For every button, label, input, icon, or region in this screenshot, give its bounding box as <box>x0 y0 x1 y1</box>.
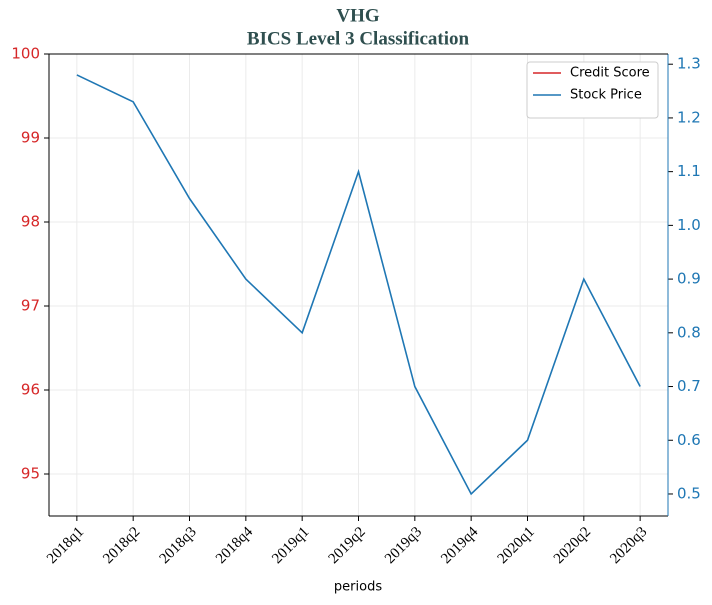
y-tick-label: 96 <box>21 381 40 399</box>
y2-tick-label: 1.3 <box>677 55 701 73</box>
x-tick-label: 2019q1 <box>269 524 312 567</box>
x-tick-label: 2018q1 <box>44 524 87 567</box>
x-tick-label: 2019q3 <box>382 524 425 567</box>
y-tick-label: 99 <box>21 129 40 147</box>
legend-box <box>526 61 659 119</box>
y2-tick-label: 0.6 <box>677 431 701 449</box>
y2-tick-label: 0.7 <box>677 377 701 395</box>
x-tick-label: 2020q1 <box>495 524 538 567</box>
x-tick-label: 2018q3 <box>157 524 200 567</box>
y2-tick-label: 0.5 <box>677 484 701 502</box>
y2-tick-label: 0.8 <box>677 323 701 341</box>
y-tick-label: 98 <box>21 213 40 231</box>
legend-label: Stock Price <box>570 88 642 103</box>
x-tick-label: 2020q3 <box>607 524 650 567</box>
x-tick-label: 2018q2 <box>100 524 143 567</box>
series-line <box>76 74 641 496</box>
chart-title: VHG <box>336 5 380 26</box>
legend-label: Credit Score <box>570 66 650 81</box>
y2-tick-label: 1.2 <box>677 108 701 126</box>
x-axis-label: periods <box>334 580 382 595</box>
y-tick-label: 95 <box>21 465 40 483</box>
x-tick-label: 2018q4 <box>213 524 256 567</box>
chart-subtitle: BICS Level 3 Classification <box>247 28 470 49</box>
y-tick-label: 97 <box>21 297 40 315</box>
x-tick-label: 2020q2 <box>551 524 594 567</box>
y2-tick-label: 1.0 <box>677 216 701 234</box>
y2-tick-label: 1.1 <box>677 162 701 180</box>
x-tick-label: 2019q4 <box>438 524 481 567</box>
y2-tick-label: 0.9 <box>677 270 701 288</box>
y-tick-label: 100 <box>11 45 40 63</box>
x-tick-label: 2019q2 <box>326 524 369 567</box>
